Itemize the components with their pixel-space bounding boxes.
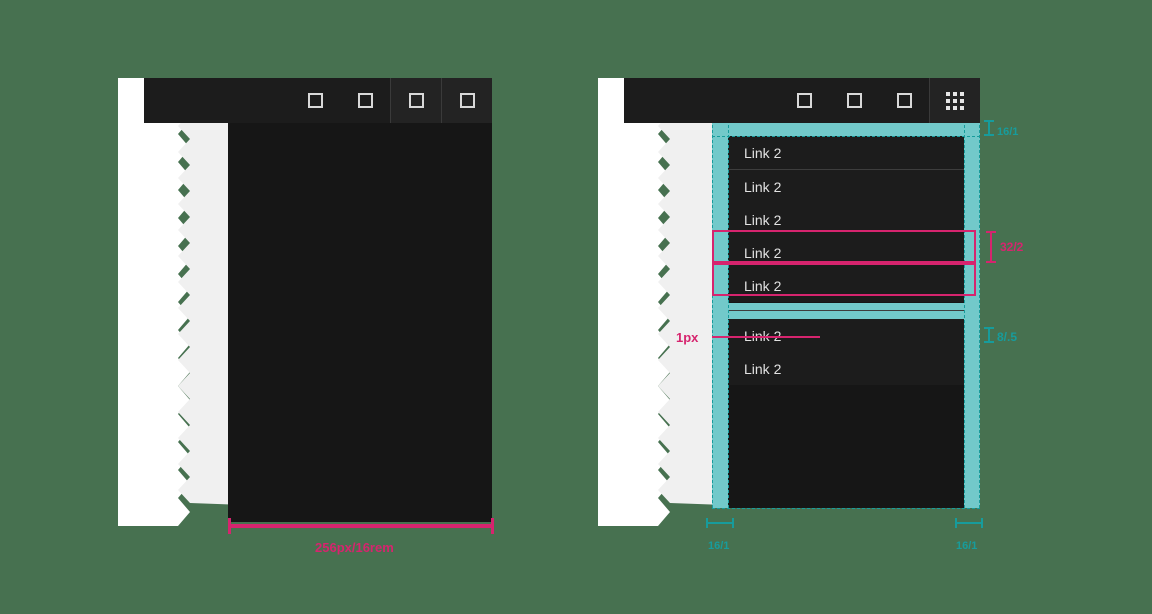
list-item[interactable]: Link 2 [728, 319, 964, 352]
list-item-label: Link 2 [744, 244, 782, 261]
item-height-box-upper [712, 230, 976, 263]
paper-sheet-white [598, 78, 670, 526]
group-gap [728, 303, 964, 319]
annotation-top-padding-label: 16/1 [997, 126, 1019, 138]
header-button-2[interactable] [829, 78, 879, 123]
left-panel-body [228, 118, 492, 522]
list-item[interactable]: Link 2 [728, 170, 964, 203]
width-measure-cap-right [491, 518, 494, 534]
menu-group-two: Link 2 Link 2 [728, 319, 964, 385]
annotation-item-height-label: 32/2 [1000, 240, 1024, 254]
annotation-right-padding-marker [955, 518, 983, 528]
width-measure-label: 256px/16rem [315, 540, 394, 555]
annotation-right-padding-label: 16/1 [956, 540, 978, 552]
left-panel-header [144, 78, 492, 123]
guide-content-top [712, 136, 980, 137]
divider-callout-line [712, 336, 820, 338]
header-flag [144, 78, 184, 123]
header-flag [624, 78, 664, 123]
header-button-1[interactable] [779, 78, 829, 123]
header-button-3[interactable] [879, 78, 929, 123]
guide-right-outer [979, 120, 980, 508]
app-switcher-button[interactable] [929, 78, 980, 123]
square-icon [307, 93, 323, 108]
list-item-label: Link 2 [744, 178, 782, 195]
list-item-label: Link 2 [744, 144, 782, 161]
guide-bottom [712, 508, 980, 509]
list-item-label: Link 2 [744, 277, 782, 294]
list-item[interactable]: Link 2 [728, 352, 964, 385]
annotation-left-padding-marker [706, 518, 734, 528]
header-button-3[interactable] [390, 78, 441, 123]
group-divider-line [728, 310, 964, 311]
item-height-box-lower [712, 263, 976, 296]
grid-dots-icon [946, 91, 964, 110]
guide-left-outer [712, 120, 713, 508]
right-panel-header [624, 78, 980, 123]
square-icon [408, 93, 424, 108]
paper-sheet-white [118, 78, 190, 526]
square-icon [846, 93, 862, 108]
annotation-left-padding-label: 16/1 [708, 540, 730, 552]
guide-right-inner [964, 120, 965, 508]
list-item-label: Link 2 [744, 328, 781, 344]
header-button-4[interactable] [441, 78, 492, 123]
header-button-2[interactable] [340, 78, 390, 123]
square-icon [896, 93, 912, 108]
list-divider [728, 169, 964, 170]
width-measure-cap-left [228, 518, 231, 534]
annotation-group-gap-label: 8/.5 [997, 330, 1018, 344]
list-item-label: Link 2 [744, 360, 782, 377]
list-item[interactable]: Link 2 [728, 269, 964, 302]
annotation-divider-label: 1px [676, 330, 699, 345]
guide-left-inner [728, 120, 729, 508]
annotation-item-height-marker [986, 231, 996, 263]
right-panel: Link 2 Link 2 Link 2 Link 2 Link 2 Link … [598, 78, 980, 526]
annotation-top-padding-marker [984, 120, 994, 136]
header-button-1[interactable] [290, 78, 340, 123]
square-icon [796, 93, 812, 108]
left-panel [118, 78, 492, 526]
list-item-label: Link 2 [744, 211, 782, 228]
annotation-group-gap-marker [984, 327, 994, 343]
square-icon [459, 93, 475, 108]
list-item[interactable]: Link 2 [728, 136, 964, 169]
width-measure-line [228, 524, 494, 528]
square-icon [357, 93, 373, 108]
